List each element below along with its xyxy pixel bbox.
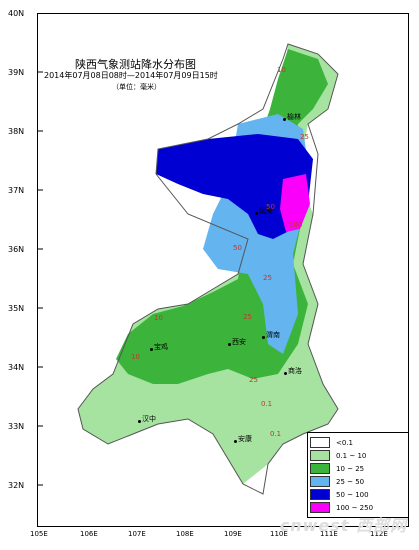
map-unit: （单位：毫米） bbox=[112, 83, 161, 91]
lat-label: 35N bbox=[8, 304, 25, 313]
legend-label: 0.1 ~ 10 bbox=[336, 451, 367, 460]
legend-swatch bbox=[310, 502, 330, 513]
legend-row: 0.1 ~ 10 bbox=[310, 449, 406, 462]
city-label: 安康 bbox=[238, 435, 252, 443]
lat-label: 40N bbox=[8, 9, 25, 18]
legend-swatch bbox=[310, 476, 330, 487]
lon-label: 111E bbox=[320, 530, 338, 538]
city-dot bbox=[283, 118, 286, 121]
city-label: 渭南 bbox=[266, 331, 280, 339]
city-dot bbox=[150, 348, 153, 351]
city-label: 西安 bbox=[232, 338, 246, 346]
city-dot bbox=[284, 372, 287, 375]
lat-label: 38N bbox=[8, 127, 25, 136]
lat-ticks bbox=[38, 71, 43, 486]
map-title: 陕西气象测站降水分布图 bbox=[75, 58, 196, 71]
contour-label: 0.1 bbox=[261, 400, 273, 408]
legend-swatch bbox=[310, 450, 330, 461]
legend: <0.1 0.1 ~ 10 10 ~ 25 25 ~ 50 50 ~ 100 1… bbox=[307, 432, 409, 518]
contour-label: 25 bbox=[263, 274, 272, 282]
lon-label: 109E bbox=[224, 530, 242, 538]
contour-label: 50 bbox=[266, 203, 275, 211]
province-outline bbox=[77, 43, 339, 495]
legend-swatch bbox=[310, 489, 330, 500]
legend-row: <0.1 bbox=[310, 436, 406, 449]
precipitation-map bbox=[38, 43, 339, 495]
legend-label: 50 ~ 100 bbox=[336, 490, 369, 499]
legend-row: 25 ~ 50 bbox=[310, 475, 406, 488]
lon-label: 110E bbox=[270, 530, 288, 538]
lon-label: 105E bbox=[30, 530, 48, 538]
lat-label: 34N bbox=[8, 363, 25, 372]
city-dot bbox=[255, 212, 258, 215]
region-magenta bbox=[280, 174, 310, 232]
city-dot bbox=[228, 343, 231, 346]
legend-row: 50 ~ 100 bbox=[310, 488, 406, 501]
legend-label: 10 ~ 25 bbox=[336, 464, 365, 473]
city-label: 延安 bbox=[259, 207, 273, 215]
contour-label: 25 bbox=[300, 133, 309, 141]
contour-label: 10 bbox=[154, 314, 163, 322]
lat-label: 39N bbox=[8, 68, 25, 77]
lon-label: 106E bbox=[80, 530, 98, 538]
map-frame bbox=[37, 13, 409, 527]
contour-label: 50 bbox=[233, 244, 242, 252]
contour-label: 0.1 bbox=[270, 430, 282, 438]
region-dark-blue bbox=[156, 134, 313, 239]
legend-label: 25 ~ 50 bbox=[336, 477, 365, 486]
lat-label: 32N bbox=[8, 481, 25, 490]
lon-label: 112E bbox=[370, 530, 388, 538]
contour-label: 100 bbox=[289, 221, 303, 229]
contour-label: 10 bbox=[131, 353, 140, 361]
contour-label: 25 bbox=[249, 376, 258, 384]
legend-label: 100 ~ 250 bbox=[336, 503, 374, 512]
city-dot bbox=[262, 336, 265, 339]
city-dot bbox=[138, 420, 141, 423]
city-label: 汉中 bbox=[142, 415, 156, 423]
city-label: 榆林 bbox=[287, 113, 301, 121]
lat-label: 33N bbox=[8, 422, 25, 431]
lon-label: 107E bbox=[128, 530, 146, 538]
legend-swatch bbox=[310, 463, 330, 474]
lat-label: 36N bbox=[8, 245, 25, 254]
legend-label: <0.1 bbox=[336, 438, 353, 447]
contour-label: 25 bbox=[243, 313, 252, 321]
city-label: 商洛 bbox=[288, 367, 302, 375]
legend-row: 10 ~ 25 bbox=[310, 462, 406, 475]
lon-label: 108E bbox=[176, 530, 194, 538]
map-period: 2014年07月08日08时—2014年07月09日15时 bbox=[44, 71, 218, 80]
city-dot bbox=[234, 440, 237, 443]
legend-row: 100 ~ 250 bbox=[310, 501, 406, 514]
lat-label: 37N bbox=[8, 186, 25, 195]
legend-swatch bbox=[310, 437, 330, 448]
contour-label: 10 bbox=[277, 66, 286, 74]
city-label: 宝鸡 bbox=[154, 343, 168, 351]
watermark: cnwest 西部网 bbox=[279, 516, 407, 535]
